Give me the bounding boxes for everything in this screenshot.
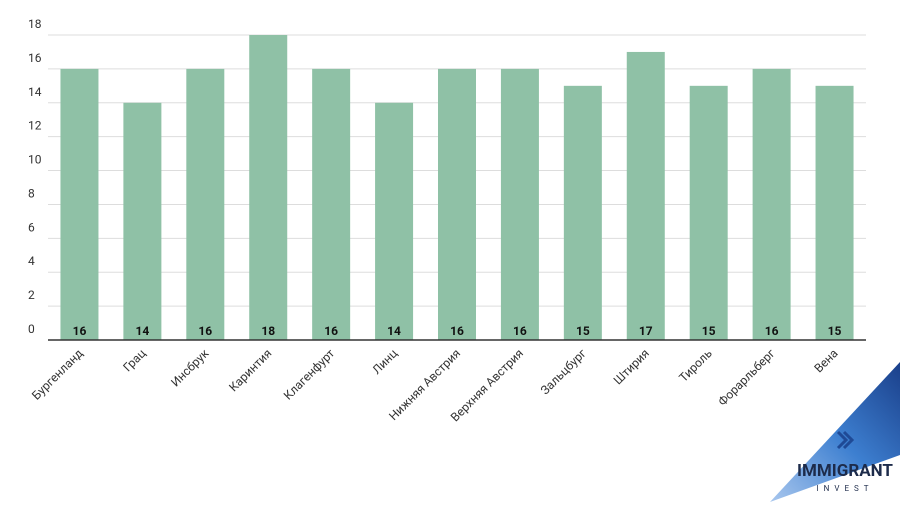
y-tick-label: 8 — [28, 186, 35, 200]
x-tick-label: Вена — [811, 346, 840, 375]
x-tick-label: Линц — [369, 346, 400, 377]
x-tick-label: Каринтия — [226, 346, 274, 394]
y-tick-label: 2 — [28, 288, 35, 302]
value-label: 16 — [73, 324, 87, 338]
bar — [689, 85, 728, 340]
logo-sub: INVEST — [816, 484, 873, 493]
value-label: 16 — [450, 324, 464, 338]
bar — [312, 68, 351, 340]
bar — [186, 68, 225, 340]
value-label: 15 — [576, 324, 590, 338]
value-label: 16 — [198, 324, 212, 338]
x-tick-label: Тироль — [676, 346, 714, 384]
y-tick-label: 12 — [28, 119, 42, 133]
value-label: 15 — [702, 324, 716, 338]
x-tick-label: Форарльберг — [715, 346, 777, 408]
bar — [60, 68, 99, 340]
bar — [438, 68, 476, 340]
value-label: 16 — [765, 324, 779, 338]
y-tick-label: 18 — [28, 17, 42, 31]
value-label: 14 — [135, 324, 149, 338]
bar — [563, 85, 602, 340]
x-tick-label: Грац — [120, 346, 148, 374]
value-label: 16 — [513, 324, 527, 338]
bar — [375, 102, 414, 341]
y-tick-label: 4 — [28, 254, 35, 268]
logo-icon — [836, 430, 855, 450]
bar — [815, 85, 854, 340]
bar — [626, 51, 665, 340]
x-tick-label: Клагенфурт — [281, 346, 338, 403]
logo-shape — [770, 362, 900, 502]
x-tick-label: Бургенланд — [29, 346, 85, 402]
x-tick-label: Зальцбург — [538, 346, 589, 397]
y-tick-label: 14 — [28, 85, 42, 99]
value-label: 15 — [828, 324, 842, 338]
bar — [500, 68, 539, 340]
y-tick-label: 16 — [28, 51, 42, 65]
y-tick-label: 6 — [28, 220, 35, 234]
y-tick-label: 0 — [28, 322, 35, 336]
logo: IMMIGRANT INVEST — [770, 362, 900, 502]
bar — [752, 68, 791, 340]
y-tick-label: 10 — [28, 153, 42, 167]
x-tick-label: Инсбрук — [168, 346, 212, 390]
value-label: 18 — [261, 324, 275, 338]
value-label: 14 — [387, 324, 401, 338]
bar — [123, 102, 162, 341]
value-label: 16 — [324, 324, 338, 338]
x-tick-label: Штирия — [611, 346, 652, 387]
logo-name: IMMIGRANT — [797, 461, 893, 481]
bar — [249, 35, 288, 340]
value-label: 17 — [639, 324, 653, 338]
